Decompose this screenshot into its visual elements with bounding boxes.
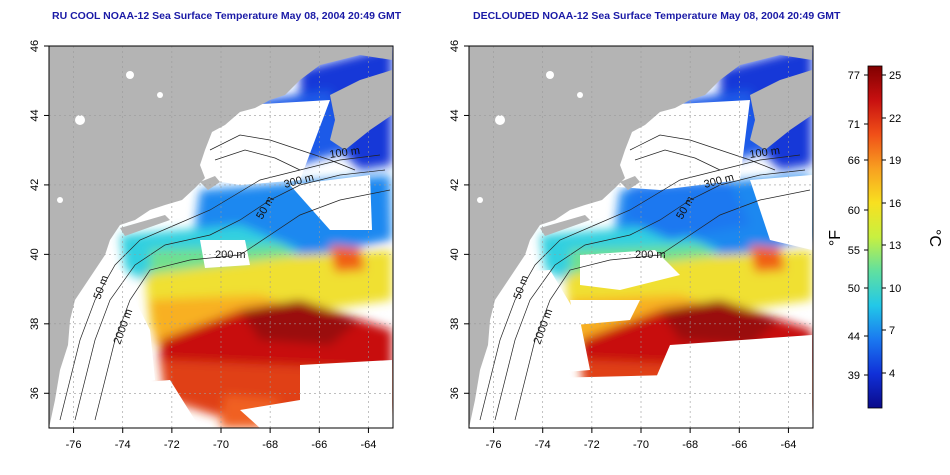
celsius-tick-label: 16 <box>889 198 901 210</box>
cloud-mask <box>655 335 812 428</box>
temperature-colorbar: 77 71 66 60 55 50 44 39 25 22 19 16 13 10 7 4 °F °C <box>827 65 943 409</box>
x-tick-label: -72 <box>164 439 180 451</box>
x-tick-label: -72 <box>584 439 600 451</box>
lake <box>75 115 85 125</box>
cloud-mask <box>290 175 372 230</box>
y-tick-label: 46 <box>29 40 41 52</box>
lake <box>477 197 483 203</box>
cloud-mask <box>200 240 250 268</box>
x-tick-label: -64 <box>780 439 796 451</box>
x-tick-label: -64 <box>360 439 376 451</box>
celsius-tick-label: 13 <box>889 240 901 252</box>
celsius-tick-label: 19 <box>889 155 901 167</box>
x-tick-label: -68 <box>262 439 278 451</box>
fahrenheit-tick-label: 39 <box>848 370 860 382</box>
fahrenheit-tick-label: 44 <box>848 331 860 343</box>
land-mass <box>469 46 812 428</box>
cape-cod-land <box>200 176 220 190</box>
lake <box>57 197 63 203</box>
lake <box>157 92 163 98</box>
panel-title-raw: RU COOL NOAA-12 Sea Surface Temperature … <box>52 10 402 22</box>
bathymetry-contour <box>94 189 391 421</box>
x-tick-label: -74 <box>115 439 131 451</box>
x-tick-label: -66 <box>731 439 747 451</box>
contour-label: 200 m <box>635 249 666 261</box>
fahrenheit-tick-label: 71 <box>848 119 860 131</box>
y-tick-label: 38 <box>29 318 41 330</box>
x-tick-label: -76 <box>66 439 82 451</box>
long-island-land <box>120 215 170 236</box>
bathymetry-contour <box>514 189 811 421</box>
bathymetry-contour <box>629 134 776 171</box>
y-tick-label: 44 <box>29 109 41 121</box>
y-tick-label: 42 <box>29 179 41 191</box>
fahrenheit-unit-label: °F <box>827 230 844 246</box>
bathymetry-contour <box>74 169 386 421</box>
y-tick-label: 36 <box>29 387 41 399</box>
cloud-mask <box>469 270 590 380</box>
map-plot-area <box>469 46 813 428</box>
cloud-mask <box>570 300 640 325</box>
y-tick-label: 44 <box>449 109 461 121</box>
cloud-mask <box>469 375 670 428</box>
nova-scotia-land <box>750 70 812 150</box>
bathymetry-contour <box>494 169 806 421</box>
x-tick-label: -68 <box>682 439 698 451</box>
bathymetry-contour <box>634 149 721 171</box>
cloud-mask <box>49 380 200 428</box>
y-tick-label: 42 <box>449 179 461 191</box>
fahrenheit-tick-label: 66 <box>848 155 860 167</box>
bathymetry-contour <box>209 134 356 171</box>
x-tick-label: -70 <box>633 439 649 451</box>
celsius-tick-label: 22 <box>889 113 901 125</box>
colorbar-gradient <box>867 65 883 409</box>
y-tick-label: 40 <box>29 248 41 260</box>
sst-region <box>330 245 365 272</box>
cloud-mask <box>750 175 812 250</box>
lake <box>126 71 134 79</box>
contour-label: 100 m <box>329 145 361 161</box>
contour-label: 100 m <box>749 145 781 161</box>
cloud-mask <box>240 360 392 428</box>
lake <box>546 71 554 79</box>
y-tick-label: 40 <box>449 248 461 260</box>
contour-label: 200 m <box>215 249 246 261</box>
x-tick-label: -70 <box>213 439 229 451</box>
fahrenheit-tick-label: 50 <box>848 283 860 295</box>
lake <box>495 115 505 125</box>
y-tick-label: 46 <box>449 40 461 52</box>
sst-region <box>750 245 785 272</box>
celsius-tick-label: 7 <box>889 325 895 337</box>
fahrenheit-tick-label: 77 <box>848 70 860 82</box>
x-tick-label: -74 <box>535 439 551 451</box>
fahrenheit-tick-label: 60 <box>848 205 860 217</box>
celsius-tick-label: 10 <box>889 283 901 295</box>
celsius-unit-label: °C <box>926 229 943 247</box>
cloud-mask <box>49 270 155 390</box>
bathymetry-contour <box>214 149 301 171</box>
x-tick-label: -66 <box>311 439 327 451</box>
map-plot-area <box>49 46 393 428</box>
y-tick-label: 38 <box>449 318 461 330</box>
nova-scotia-land <box>330 70 392 150</box>
fahrenheit-tick-label: 55 <box>848 245 860 257</box>
sst-region <box>625 180 750 240</box>
long-island-land <box>540 215 590 236</box>
celsius-tick-label: 4 <box>889 368 895 380</box>
x-tick-label: -76 <box>486 439 502 451</box>
cloud-mask <box>580 250 680 290</box>
land-mass <box>49 46 392 428</box>
celsius-tick-label: 25 <box>889 70 901 82</box>
panel-title-declouded: DECLOUDED NOAA-12 Sea Surface Temperatur… <box>473 10 841 22</box>
lake <box>577 92 583 98</box>
cape-cod-land <box>620 176 640 190</box>
y-tick-label: 36 <box>449 387 461 399</box>
